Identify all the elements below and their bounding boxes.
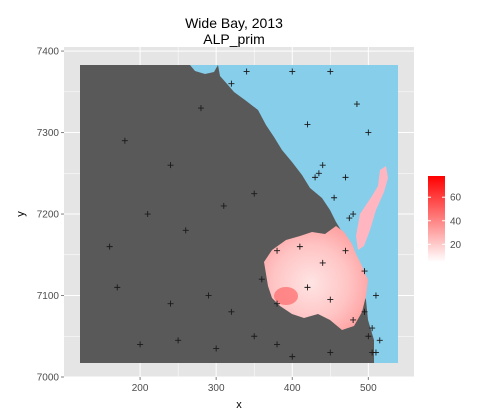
booth-marker — [361, 308, 368, 315]
x-axis-ticks: 200 300 400 500 — [132, 377, 377, 394]
booth-marker — [312, 174, 319, 181]
booth-marker — [361, 268, 368, 275]
booth-marker — [251, 333, 258, 340]
booth-marker — [114, 284, 121, 291]
booth-marker — [353, 101, 360, 108]
legend-tick-label: 20 — [450, 240, 462, 251]
map-layer — [80, 65, 398, 363]
y-axis-label: y — [15, 211, 27, 217]
booth-marker — [274, 300, 281, 307]
alp-coastal-strip — [356, 166, 388, 250]
booth-marker — [205, 292, 212, 299]
x-tick-label: 400 — [284, 383, 301, 394]
booth-marker — [289, 68, 296, 75]
booth-marker — [304, 284, 311, 291]
x-tick-label: 200 — [132, 383, 149, 394]
booth-marker — [372, 349, 379, 356]
booth-marker — [350, 316, 357, 323]
booth-marker — [327, 68, 334, 75]
chart-subtitle: ALP_prim — [203, 31, 264, 47]
booth-marker — [175, 337, 182, 344]
booth-marker — [251, 190, 258, 197]
y-axis-ticks: 7000 7100 7200 7300 7400 — [37, 47, 64, 384]
booth-marker — [319, 259, 326, 266]
y-tick-label: 7300 — [37, 128, 60, 139]
booth-marker — [220, 202, 227, 209]
booth-marker — [327, 296, 334, 303]
chart-title: Wide Bay, 2013 — [185, 15, 283, 31]
alp-hotspot — [274, 287, 298, 305]
booth-marker — [342, 174, 349, 181]
booth-marker — [372, 292, 379, 299]
booth-markers — [106, 68, 383, 360]
sea-inlet — [190, 65, 218, 74]
legend-tick-label: 60 — [450, 193, 462, 204]
booth-marker — [365, 129, 372, 136]
booth-marker — [274, 247, 281, 254]
y-tick-label: 7400 — [37, 47, 60, 58]
booth-marker — [258, 276, 265, 283]
booth-marker — [243, 68, 250, 75]
booth-marker — [144, 211, 151, 218]
booth-marker — [350, 211, 357, 218]
booth-marker — [167, 162, 174, 169]
y-tick-label: 7200 — [37, 210, 60, 221]
booth-marker — [369, 325, 376, 332]
legend-colorbar — [428, 176, 445, 262]
booth-marker — [327, 349, 334, 356]
booth-marker — [137, 341, 144, 348]
booth-marker — [106, 243, 113, 250]
sea-area — [218, 65, 398, 363]
booth-marker — [304, 121, 311, 128]
booth-marker — [197, 105, 204, 112]
x-tick-label: 500 — [360, 383, 377, 394]
booth-marker — [331, 194, 338, 201]
booth-marker — [289, 353, 296, 360]
x-axis-label: x — [236, 399, 242, 411]
booth-marker — [365, 333, 372, 340]
booth-marker — [228, 80, 235, 87]
booth-marker — [376, 337, 383, 344]
x-tick-label: 300 — [208, 383, 225, 394]
booth-marker — [319, 162, 326, 169]
y-tick-label: 7000 — [37, 373, 60, 384]
booth-marker — [182, 227, 189, 234]
booth-marker — [121, 137, 128, 144]
legend-tick-label: 40 — [450, 216, 462, 227]
booth-marker — [213, 345, 220, 352]
booth-marker — [315, 170, 322, 177]
y-tick-label: 7100 — [37, 291, 60, 302]
booth-marker — [228, 308, 235, 315]
booth-marker — [274, 341, 281, 348]
legend-ticks: 20 40 60 — [428, 193, 462, 251]
booth-marker — [342, 247, 349, 254]
booth-marker — [296, 243, 303, 250]
booth-marker — [167, 300, 174, 307]
booth-marker — [346, 215, 353, 222]
